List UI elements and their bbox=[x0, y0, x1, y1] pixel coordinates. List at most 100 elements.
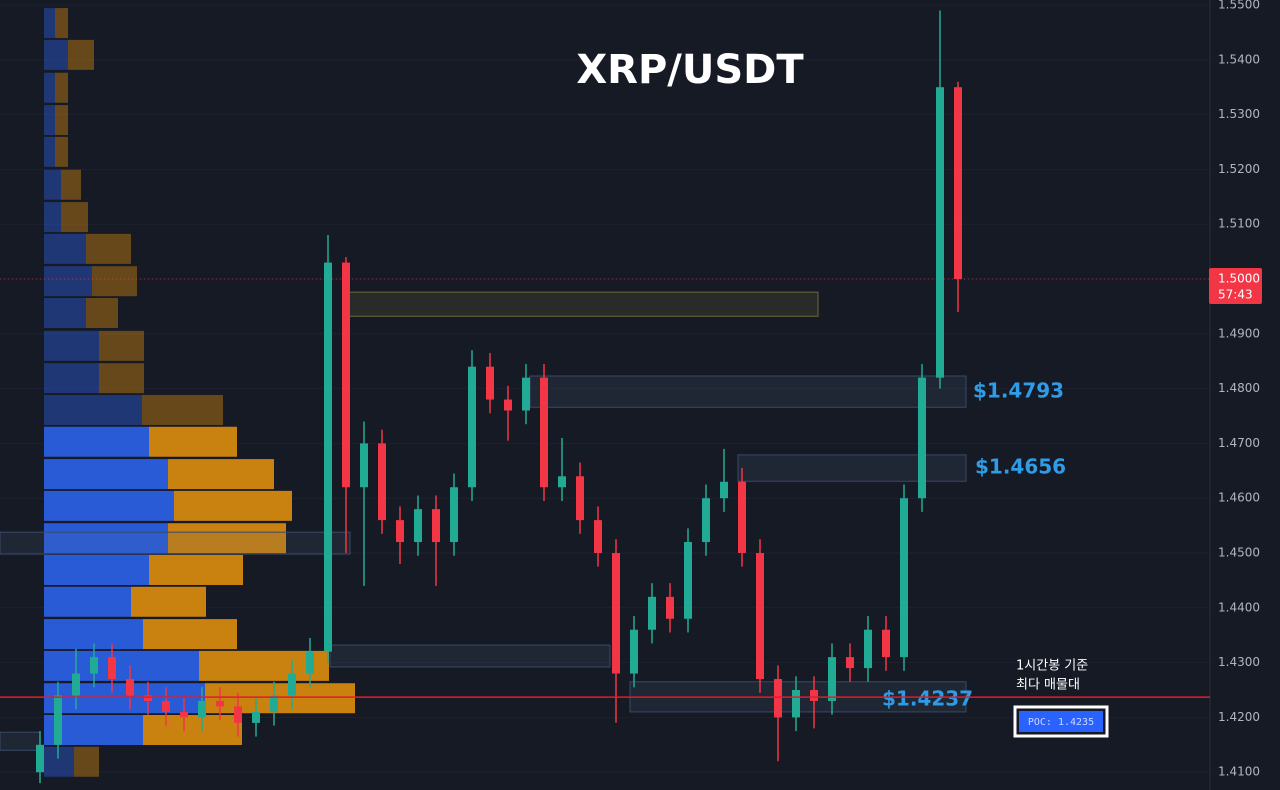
profile-sell bbox=[143, 715, 242, 746]
candle-body bbox=[900, 498, 908, 658]
profile-sell bbox=[99, 363, 144, 394]
price-tag-countdown: 57:43 bbox=[1218, 288, 1253, 302]
candle-body bbox=[324, 262, 332, 652]
candle-body bbox=[450, 487, 458, 543]
candle-body bbox=[594, 520, 602, 553]
y-tick-label: 1.5200 bbox=[1218, 162, 1260, 176]
y-tick-label: 1.4500 bbox=[1218, 546, 1260, 560]
candle-body bbox=[378, 443, 386, 521]
y-tick-label: 1.4200 bbox=[1218, 710, 1260, 724]
profile-buy bbox=[44, 136, 55, 167]
profile-buy bbox=[44, 266, 92, 297]
y-tick-label: 1.4100 bbox=[1218, 765, 1260, 779]
candle-body bbox=[720, 481, 728, 499]
candle-body bbox=[882, 629, 890, 658]
y-tick-label: 1.4400 bbox=[1218, 600, 1260, 614]
profile-buy bbox=[44, 330, 99, 361]
candle-body bbox=[432, 509, 440, 543]
profile-sell bbox=[74, 746, 99, 777]
poc-note: 1시간봉 기준 bbox=[1016, 659, 1088, 674]
price-tag-value: 1.5000 bbox=[1218, 272, 1260, 286]
candle-body bbox=[828, 657, 836, 701]
candle-body bbox=[36, 744, 44, 773]
candle-body bbox=[774, 679, 782, 718]
candle-body bbox=[216, 700, 224, 707]
profile-sell bbox=[174, 490, 292, 521]
candle-body bbox=[612, 553, 620, 674]
poc-badge bbox=[1019, 711, 1103, 732]
y-tick-label: 1.4900 bbox=[1218, 326, 1260, 340]
profile-buy bbox=[44, 554, 149, 585]
profile-sell bbox=[55, 72, 68, 103]
y-tick-label: 1.5500 bbox=[1218, 0, 1260, 12]
candle-body bbox=[54, 695, 62, 745]
zone-label: $1.4237 bbox=[882, 687, 973, 711]
candle-body bbox=[486, 366, 494, 400]
profile-sell bbox=[149, 554, 243, 585]
profile-sell bbox=[55, 136, 68, 167]
candle-body bbox=[954, 87, 962, 279]
profile-sell bbox=[142, 394, 223, 425]
y-tick-label: 1.4800 bbox=[1218, 381, 1260, 395]
profile-sell bbox=[86, 233, 131, 264]
profile-sell bbox=[61, 202, 88, 233]
profile-buy bbox=[44, 650, 199, 681]
candle-body bbox=[360, 443, 368, 488]
candle-body bbox=[522, 377, 530, 411]
profile-buy bbox=[44, 459, 168, 490]
profile-sell bbox=[68, 39, 94, 70]
profile-sell bbox=[168, 523, 286, 554]
candle-body bbox=[288, 673, 296, 696]
candle-body bbox=[396, 520, 404, 543]
candle-body bbox=[684, 542, 692, 619]
zone bbox=[737, 454, 967, 482]
poc-box bbox=[1013, 705, 1109, 738]
candle-body bbox=[648, 596, 656, 630]
poc-label: POC: 1.4235 bbox=[1028, 717, 1094, 728]
candle-body bbox=[540, 377, 548, 488]
y-tick-label: 1.4700 bbox=[1218, 436, 1260, 450]
y-tick-label: 1.5100 bbox=[1218, 217, 1260, 231]
profile-buy bbox=[44, 72, 55, 103]
candle-body bbox=[72, 673, 80, 696]
profile-buy bbox=[44, 523, 168, 554]
zone bbox=[342, 291, 819, 317]
profile-sell bbox=[61, 169, 81, 200]
profile-buy bbox=[44, 363, 99, 394]
profile-buy bbox=[44, 105, 55, 136]
zone bbox=[0, 731, 41, 751]
candle-body bbox=[414, 509, 422, 543]
candle-body bbox=[666, 596, 674, 619]
profile-buy bbox=[44, 394, 142, 425]
candle-body bbox=[738, 481, 746, 553]
profile-sell bbox=[92, 266, 137, 297]
candle-body bbox=[180, 711, 188, 718]
candle-body bbox=[342, 262, 350, 488]
profile-buy bbox=[44, 683, 205, 714]
profile-sell bbox=[99, 330, 144, 361]
profile-buy bbox=[44, 8, 55, 39]
candle-body bbox=[918, 377, 926, 499]
profile-buy bbox=[44, 202, 61, 233]
profile-sell bbox=[143, 619, 237, 650]
profile-sell bbox=[55, 105, 68, 136]
candle-body bbox=[162, 700, 170, 712]
profile-sell bbox=[149, 426, 237, 457]
candle-body bbox=[702, 498, 710, 543]
candle-body bbox=[306, 651, 314, 674]
candle-body bbox=[144, 695, 152, 701]
poc-note: 최다 매물대 bbox=[1016, 678, 1080, 693]
profile-sell bbox=[55, 8, 68, 39]
candle-body bbox=[90, 657, 98, 674]
candle-body bbox=[864, 629, 872, 669]
candle-body bbox=[234, 706, 242, 723]
candle-body bbox=[270, 695, 278, 712]
profile-sell bbox=[168, 459, 274, 490]
profile-sell bbox=[205, 683, 355, 714]
profile-buy bbox=[44, 490, 174, 521]
y-tick-label: 1.5300 bbox=[1218, 107, 1260, 121]
candle-body bbox=[936, 87, 944, 378]
candle-body bbox=[126, 679, 134, 696]
zone bbox=[329, 644, 611, 668]
